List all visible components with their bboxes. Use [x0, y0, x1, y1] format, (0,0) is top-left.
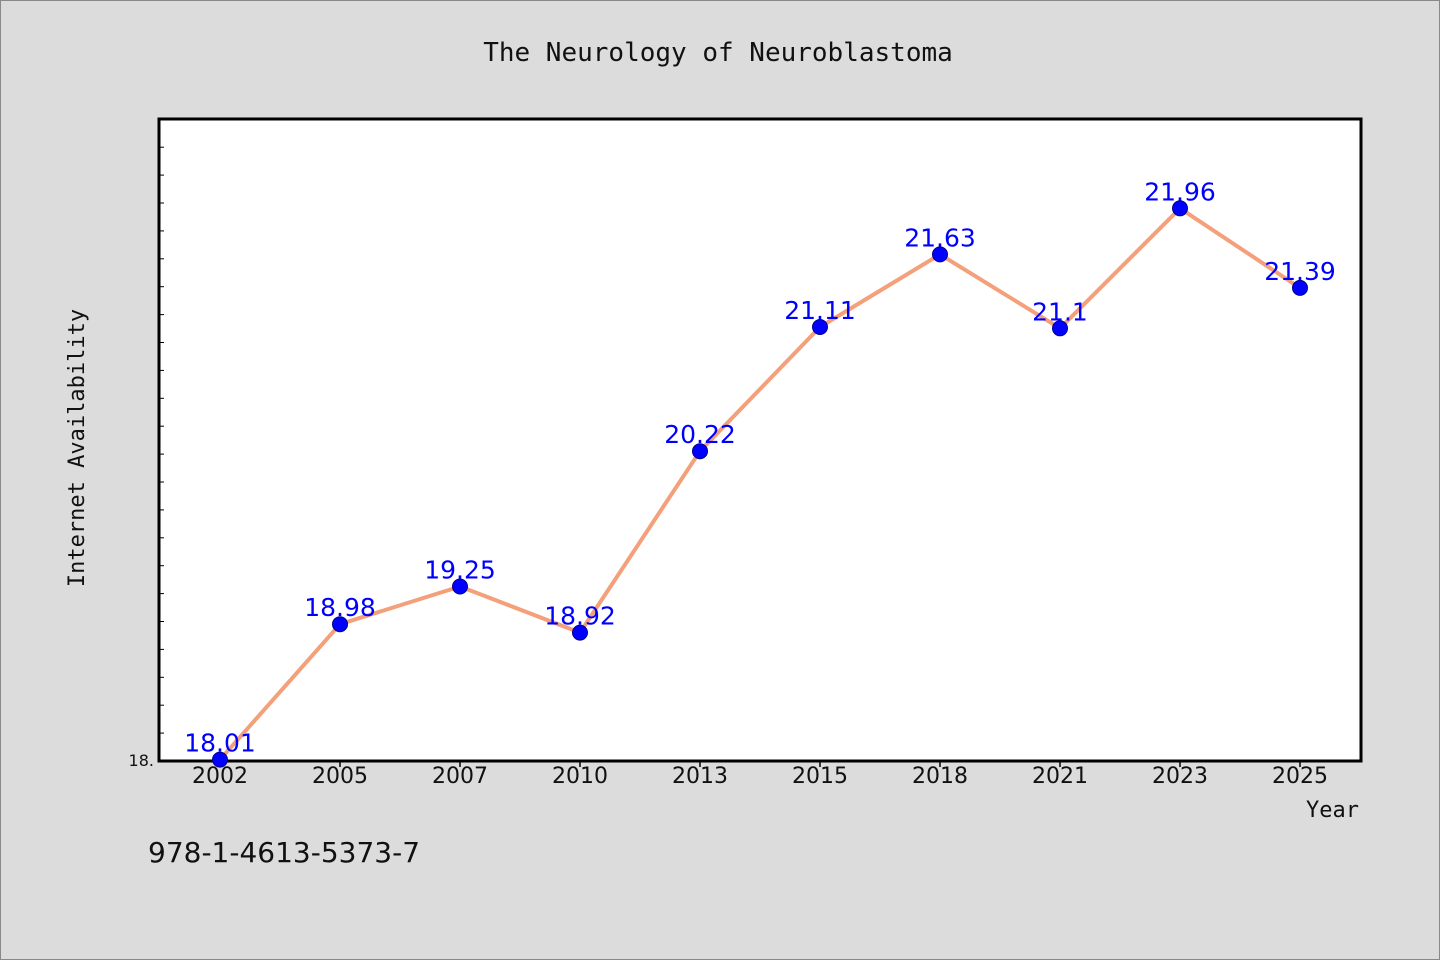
data-point — [212, 751, 228, 768]
y-axis-label: Internet Availability — [65, 309, 90, 587]
data-labels: 18.01 18.98 19.25 18.92 20.22 21.11 21.63 21.1 2… — [184, 177, 1336, 757]
data-point — [692, 443, 708, 460]
data-point — [572, 624, 588, 641]
x-tick-label: 2023 — [1152, 764, 1208, 789]
x-tick-label: 2021 — [1032, 764, 1088, 789]
data-point — [812, 319, 828, 335]
x-tick-label: 2015 — [792, 764, 848, 789]
y-tick-label: 18. — [129, 751, 154, 770]
data-label: 18.92 — [544, 602, 616, 631]
data-label: 21.11 — [784, 296, 856, 325]
x-tick-label: 2013 — [672, 764, 728, 789]
x-tick-label: 2005 — [312, 764, 368, 789]
data-point — [1052, 320, 1068, 337]
x-tick-label: 2010 — [552, 764, 608, 789]
chart-title: The Neurology of Neuroblastoma — [483, 38, 953, 68]
x-axis-label: Year — [1306, 798, 1359, 823]
data-point — [452, 578, 468, 595]
data-label: 18.98 — [304, 593, 376, 622]
data-label: 18.01 — [184, 729, 256, 758]
data-point — [932, 246, 948, 263]
x-tick-label: 2025 — [1272, 764, 1328, 789]
x-tick-label: 2018 — [912, 764, 968, 789]
data-markers — [212, 200, 1308, 768]
isbn-annotation: 978-1-4613-5373-7 — [148, 836, 420, 869]
data-label: 21.96 — [1144, 177, 1216, 206]
x-tick-label: 2002 — [192, 764, 248, 789]
y-minor-ticks — [159, 146, 164, 762]
data-label: 20.22 — [664, 420, 736, 449]
data-label: 21.39 — [1264, 257, 1336, 286]
data-label: 19.25 — [424, 556, 496, 585]
data-point — [1292, 279, 1308, 296]
series-line — [218, 206, 1302, 761]
data-point — [1172, 200, 1188, 217]
data-label: 21.63 — [904, 223, 976, 252]
data-point — [332, 616, 348, 633]
x-tick-label: 2007 — [432, 764, 488, 789]
x-ticks: 2002 2005 2007 2010 2013 2015 2018 2021 2023 2025 — [192, 761, 1328, 789]
data-label: 21.1 — [1032, 297, 1088, 326]
